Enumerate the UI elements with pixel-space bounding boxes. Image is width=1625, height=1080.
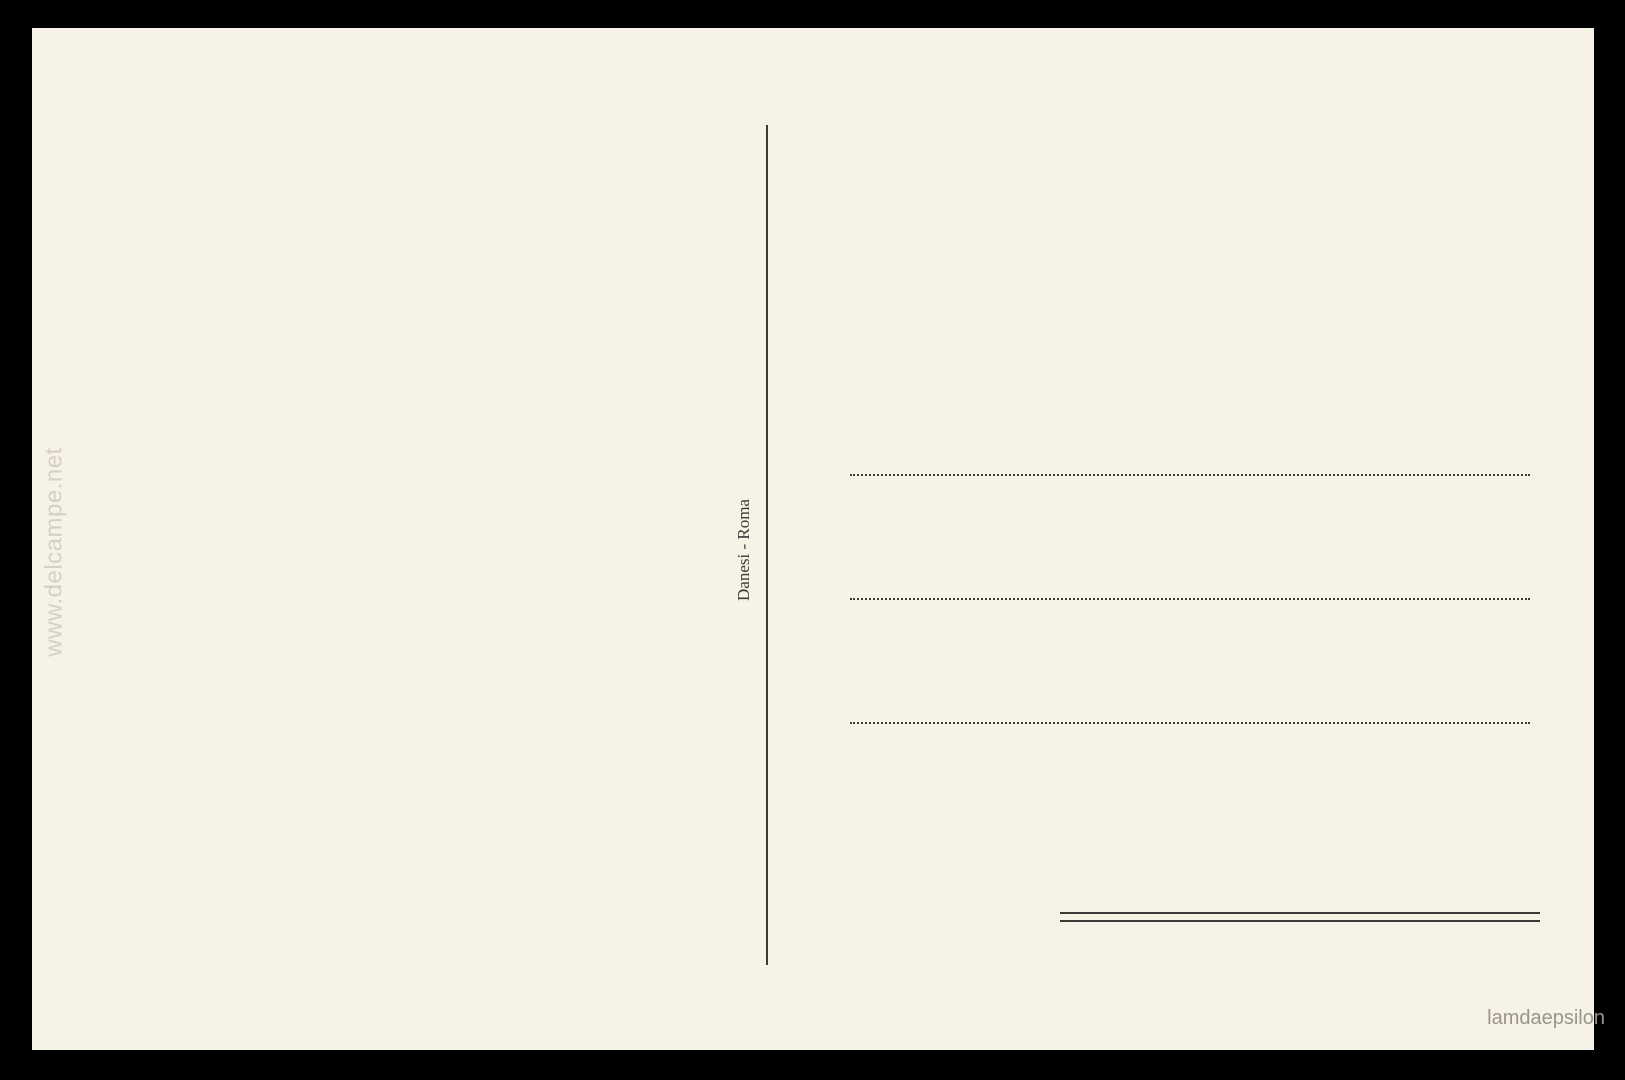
price-underline bbox=[1060, 912, 1540, 922]
watermark-text: www.delcampe.net bbox=[41, 447, 69, 656]
publisher-label: Danesi - Roma bbox=[734, 499, 754, 601]
username-label: lamdaepsilon bbox=[1487, 1007, 1605, 1030]
center-divider bbox=[766, 125, 768, 965]
address-line-1 bbox=[850, 474, 1530, 476]
postcard-back bbox=[31, 27, 1595, 1051]
address-line-3 bbox=[850, 722, 1530, 724]
address-line-2 bbox=[850, 598, 1530, 600]
